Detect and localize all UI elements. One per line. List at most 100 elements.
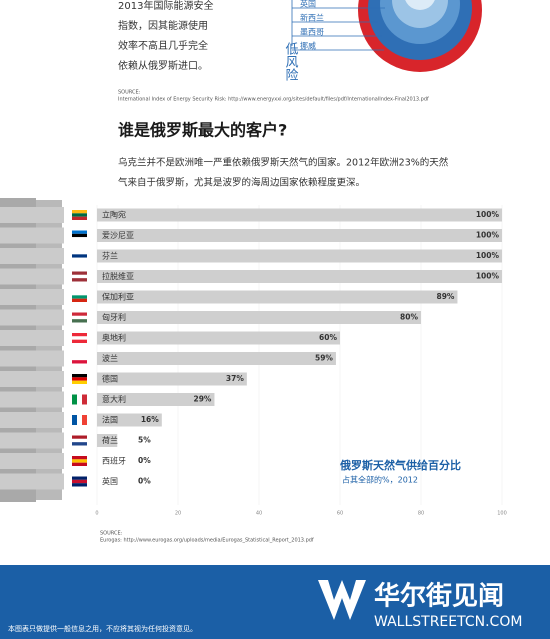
pipe-row (0, 207, 64, 223)
flag-stripe (72, 339, 87, 343)
flag-stripe (72, 292, 87, 296)
flag-stripe (72, 274, 87, 279)
pipe-row (0, 371, 64, 387)
flag-stripe (72, 374, 87, 378)
flag-stripe (72, 356, 87, 361)
x-tick-label: 20 (175, 511, 181, 517)
y-tick-label: 法国 (102, 415, 118, 425)
y-tick-label: 波兰 (102, 353, 118, 363)
value-label: 0% (138, 456, 151, 465)
footer-band (0, 565, 550, 639)
flag-stripe (72, 233, 87, 238)
y-tick-label: 匈牙利 (102, 312, 126, 322)
flag-stripe (72, 230, 87, 234)
flag-stripe (72, 315, 87, 320)
intro-line: 2013年国际能源安全 (118, 0, 213, 12)
logo-mark (318, 580, 366, 620)
bar (97, 311, 421, 324)
globe-ring (392, 0, 448, 28)
pipe-row (0, 309, 64, 326)
flag-stripe (72, 257, 87, 261)
value-label: 29% (193, 395, 211, 404)
value-label: 16% (141, 415, 159, 424)
pipe-row (0, 330, 64, 346)
flag-stripe (72, 476, 87, 480)
flag-stripe (77, 394, 82, 405)
risk-country: 英国 (300, 0, 316, 9)
risk-country: 新西兰 (300, 13, 324, 23)
flag-stripe (72, 298, 87, 302)
flag-stripe (72, 312, 87, 316)
flag-stripe (82, 394, 87, 405)
bar (97, 393, 215, 406)
y-tick-label: 拉脱维亚 (102, 271, 134, 281)
flag-stripe (72, 271, 87, 275)
intro-line: 依赖从俄罗斯进口。 (118, 59, 208, 72)
value-label: 100% (476, 231, 500, 240)
source-label: SOURCE: (100, 531, 123, 537)
intro-line: 效率不高且几乎完全 (118, 39, 208, 52)
chart-title: 俄罗斯天然气供给百分比 (339, 458, 461, 472)
bar (97, 331, 340, 345)
x-tick-label: 60 (337, 511, 343, 517)
flag-stripe (72, 360, 87, 364)
bar (97, 434, 118, 447)
bar (97, 413, 162, 427)
flag-stripe (72, 483, 87, 487)
risk-country: 墨西哥 (300, 28, 324, 37)
y-tick-label: 奥地利 (102, 333, 126, 343)
source-label: SOURCE: (118, 90, 141, 96)
pipe-row (0, 391, 64, 408)
flag-stripe (72, 456, 87, 460)
x-tick-label: 100 (497, 511, 507, 517)
chart-subtitle: 占其全部的%，2012 (342, 475, 418, 485)
value-label: 59% (315, 354, 333, 363)
y-tick-label: 德国 (102, 374, 118, 384)
bar (97, 229, 502, 242)
y-tick-label: 西班牙 (102, 456, 126, 466)
value-label: 60% (319, 333, 337, 342)
bar (97, 290, 458, 304)
flag-stripe (72, 295, 87, 299)
flag-stripe (72, 394, 77, 405)
value-label: 37% (226, 374, 244, 383)
flag-stripe (72, 336, 87, 340)
globe (291, 0, 482, 72)
paragraph-line: 乌克兰并不是欧洲唯一严重依赖俄罗斯天然气的国家。2012年欧洲23%的天然 (118, 157, 449, 169)
flag-stripe (72, 254, 87, 258)
value-label: 0% (138, 477, 151, 486)
x-tick-label: 80 (418, 511, 424, 517)
brand: 华尔街见闻 (374, 581, 504, 612)
paragraph-line: 气来自于俄罗斯，尤其是波罗的海周边国家依赖程度更深。 (118, 177, 365, 189)
value-label: 100% (476, 251, 500, 260)
value-label: 5% (138, 436, 151, 445)
flag-stripe (72, 415, 77, 425)
flag-stripe (72, 462, 87, 466)
flag-stripe (72, 438, 87, 443)
flag-stripe (72, 333, 87, 337)
flag-stripe (72, 353, 87, 357)
x-tick-label: 0 (95, 511, 98, 517)
flag-stripe (77, 415, 82, 425)
flag-stripe (72, 278, 87, 282)
pipe-row (0, 350, 64, 367)
disclaimer: 本图表只做提供一般信息之用，不应将其视为任何投资意见。 (8, 624, 197, 633)
source: Eurogas: http://www.eurogas.org/uploads/… (100, 538, 314, 544)
y-tick-label: 爱沙尼亚 (102, 231, 134, 240)
y-tick-label: 意大利 (102, 394, 126, 404)
flag-stripe (72, 210, 87, 214)
pipe-row (0, 289, 64, 305)
flag-stripe (72, 237, 87, 241)
y-tick-label: 荷兰 (102, 435, 118, 445)
section-title: 谁是俄罗斯最大的客户? (118, 121, 287, 140)
pipe-row (0, 227, 64, 244)
bar (97, 352, 336, 365)
pipe-row (0, 268, 64, 285)
intro-line: 指数，因其能源使用 (118, 19, 208, 32)
site: WALLSTREETCN.COM (374, 614, 522, 630)
flag-stripe (72, 459, 87, 463)
pipe-row (0, 412, 64, 428)
flag-stripe (72, 251, 87, 255)
bar (97, 270, 502, 283)
